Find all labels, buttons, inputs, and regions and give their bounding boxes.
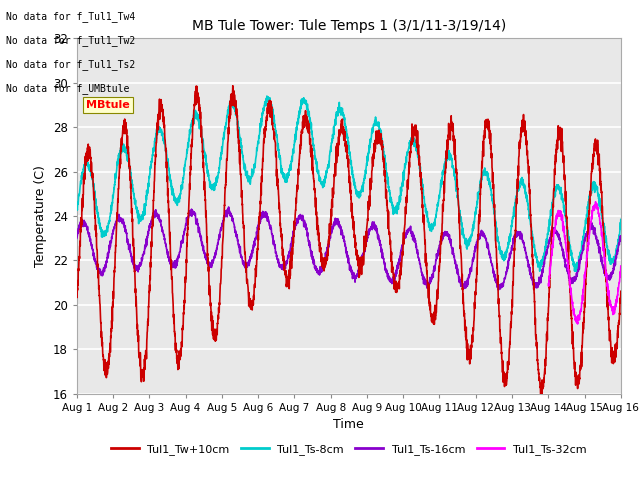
Tul1_Ts-8cm	[548, 207, 556, 213]
Tul1_Ts-32cm	[548, 252, 556, 258]
Tul1_Ts-8cm	[263, 93, 271, 99]
Tul1_Ts-16cm	[225, 204, 232, 210]
Tul1_Ts-32cm	[617, 263, 625, 269]
Tul1_Ts-16cm	[73, 235, 81, 241]
Tul1_Ts-8cm	[73, 204, 81, 210]
Line: Tul1_Ts-32cm: Tul1_Ts-32cm	[548, 202, 621, 324]
Text: MBtule: MBtule	[86, 100, 130, 110]
Tul1_Tw+10cm	[548, 234, 556, 240]
Text: No data for f_UMBtule: No data for f_UMBtule	[6, 83, 130, 94]
Tul1_Ts-16cm	[305, 243, 313, 249]
Text: No data for f_Tul1_Tw2: No data for f_Tul1_Tw2	[6, 35, 136, 46]
Line: Tul1_Tw+10cm: Tul1_Tw+10cm	[77, 86, 621, 403]
Legend: Tul1_Tw+10cm, Tul1_Ts-8cm, Tul1_Ts-16cm, Tul1_Ts-32cm: Tul1_Tw+10cm, Tul1_Ts-8cm, Tul1_Ts-16cm,…	[106, 439, 591, 459]
Tul1_Ts-8cm	[305, 108, 313, 114]
Title: MB Tule Tower: Tule Temps 1 (3/1/11-3/19/14): MB Tule Tower: Tule Temps 1 (3/1/11-3/19…	[191, 19, 506, 33]
Tul1_Ts-8cm	[282, 179, 289, 184]
Line: Tul1_Ts-8cm: Tul1_Ts-8cm	[77, 96, 621, 272]
Tul1_Tw+10cm	[617, 288, 625, 294]
Tul1_Ts-8cm	[167, 184, 175, 190]
Tul1_Ts-16cm	[495, 288, 502, 293]
Y-axis label: Temperature (C): Temperature (C)	[34, 165, 47, 267]
Tul1_Ts-16cm	[607, 274, 614, 279]
Tul1_Ts-8cm	[607, 262, 614, 267]
Tul1_Tw+10cm	[167, 267, 175, 273]
Tul1_Ts-16cm	[282, 261, 289, 266]
Line: Tul1_Ts-16cm: Tul1_Ts-16cm	[77, 207, 621, 290]
Text: No data for f_Tul1_Ts2: No data for f_Tul1_Ts2	[6, 59, 136, 70]
Tul1_Ts-16cm	[167, 260, 175, 266]
Tul1_Ts-8cm	[617, 216, 625, 222]
Tul1_Tw+10cm	[229, 83, 237, 89]
Tul1_Ts-16cm	[548, 229, 556, 235]
Tul1_Tw+10cm	[607, 337, 614, 343]
Tul1_Tw+10cm	[73, 288, 81, 294]
X-axis label: Time: Time	[333, 418, 364, 431]
Tul1_Tw+10cm	[282, 273, 289, 278]
Text: No data for f_Tul1_Tw4: No data for f_Tul1_Tw4	[6, 11, 136, 22]
Tul1_Ts-16cm	[617, 234, 625, 240]
Tul1_Ts-8cm	[135, 215, 143, 221]
Tul1_Tw+10cm	[135, 352, 143, 358]
Tul1_Ts-32cm	[606, 302, 614, 308]
Tul1_Tw+10cm	[538, 400, 545, 406]
Tul1_Tw+10cm	[305, 124, 313, 130]
Tul1_Ts-8cm	[573, 269, 580, 275]
Tul1_Ts-16cm	[135, 266, 143, 272]
